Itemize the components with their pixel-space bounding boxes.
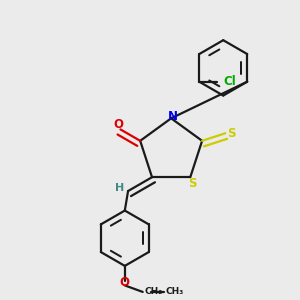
Text: S: S (188, 177, 196, 190)
Text: O: O (114, 118, 124, 131)
Text: S: S (227, 127, 236, 140)
Text: H: H (115, 183, 124, 194)
Text: Cl: Cl (224, 75, 236, 88)
Text: CH₃: CH₃ (166, 287, 184, 296)
Text: CH₂: CH₂ (144, 287, 163, 296)
Text: O: O (120, 276, 130, 289)
Text: N: N (168, 110, 178, 123)
